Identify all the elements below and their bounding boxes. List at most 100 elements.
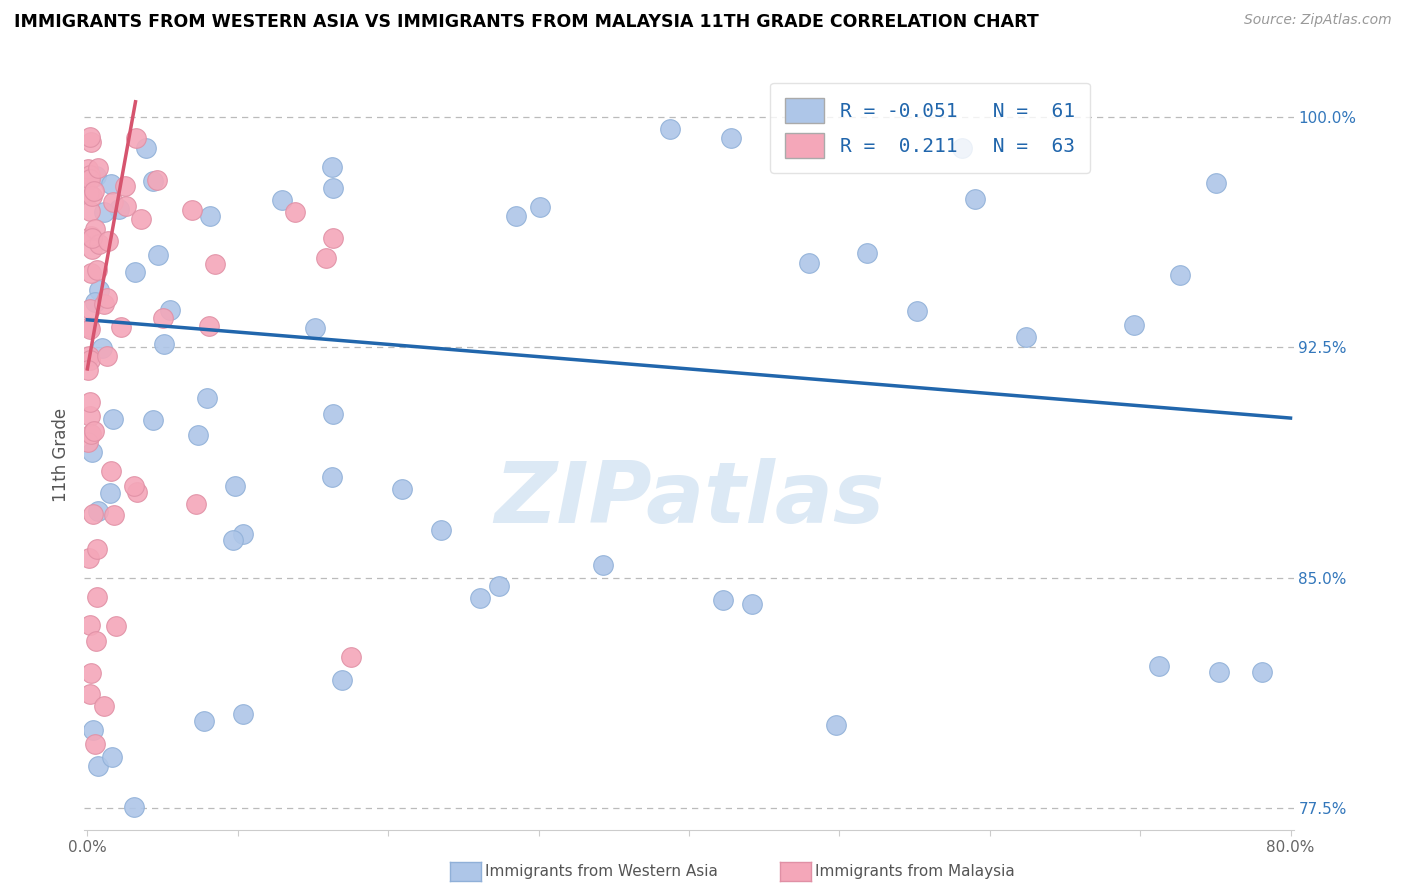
Point — [80, 266, 103, 280]
Point — [224, 479, 246, 493]
Point — [79, 301, 101, 316]
Point — [80, 189, 103, 203]
Point — [77, 162, 100, 177]
Point — [79, 687, 101, 701]
Point — [80, 243, 103, 257]
Point — [195, 392, 218, 406]
Point — [799, 256, 821, 270]
Point — [103, 194, 125, 209]
Point — [659, 121, 682, 136]
Point — [87, 759, 110, 773]
Text: Immigrants from Malaysia: Immigrants from Malaysia — [815, 864, 1015, 879]
Point — [93, 205, 115, 219]
Point — [965, 192, 987, 206]
Point — [114, 199, 136, 213]
Point — [322, 231, 344, 245]
Point — [82, 723, 104, 738]
Point — [855, 246, 877, 260]
Point — [391, 482, 413, 496]
Point — [93, 699, 115, 714]
Legend: R = -0.051   N =  61, R =  0.211   N =  63: R = -0.051 N = 61, R = 0.211 N = 63 — [769, 82, 1090, 173]
Point — [142, 413, 165, 427]
Point — [98, 486, 121, 500]
Point — [114, 179, 136, 194]
Point — [304, 320, 326, 334]
Point — [79, 130, 101, 145]
Point — [77, 434, 100, 449]
Point — [200, 209, 222, 223]
Point — [124, 479, 146, 493]
Point — [91, 342, 114, 356]
Point — [470, 591, 492, 606]
Point — [159, 302, 181, 317]
Point — [87, 161, 110, 175]
Point — [97, 234, 120, 248]
Point — [284, 205, 307, 219]
Point — [100, 464, 122, 478]
Point — [110, 320, 132, 334]
Text: IMMIGRANTS FROM WESTERN ASIA VS IMMIGRANTS FROM MALAYSIA 11TH GRADE CORRELATION : IMMIGRANTS FROM WESTERN ASIA VS IMMIGRAN… — [14, 13, 1039, 31]
Point — [232, 527, 254, 541]
Point — [124, 265, 146, 279]
Point — [529, 200, 551, 214]
Point — [711, 593, 734, 607]
Point — [825, 718, 848, 732]
Point — [204, 257, 226, 271]
Point — [720, 131, 742, 145]
Point — [1208, 665, 1230, 680]
Point — [86, 541, 108, 556]
Point — [79, 204, 101, 219]
Point — [86, 169, 108, 184]
Point — [1015, 330, 1038, 344]
Point — [322, 181, 344, 195]
Point — [146, 173, 169, 187]
Point — [79, 394, 101, 409]
Point — [83, 737, 105, 751]
Point — [1205, 176, 1227, 190]
Point — [83, 184, 105, 198]
Point — [79, 409, 101, 423]
Point — [83, 294, 105, 309]
Point — [270, 193, 292, 207]
Point — [321, 160, 343, 174]
Point — [488, 579, 510, 593]
Point — [86, 263, 108, 277]
Point — [89, 237, 111, 252]
Point — [79, 186, 101, 200]
Point — [100, 177, 122, 191]
Point — [322, 407, 344, 421]
Point — [125, 485, 148, 500]
Point — [80, 665, 103, 680]
Point — [77, 362, 100, 376]
Point — [77, 350, 100, 364]
Point — [187, 428, 209, 442]
Point — [198, 318, 221, 333]
Point — [105, 619, 128, 633]
Point — [83, 424, 105, 438]
Point — [93, 297, 115, 311]
Point — [122, 800, 145, 814]
Point — [80, 445, 103, 459]
Point — [96, 292, 118, 306]
Point — [79, 353, 101, 368]
Point — [152, 310, 174, 325]
Point — [153, 336, 176, 351]
Point — [86, 591, 108, 605]
Point — [905, 304, 928, 318]
Point — [101, 750, 124, 764]
Point — [108, 202, 131, 216]
Point — [330, 673, 353, 687]
Point — [193, 714, 215, 728]
Text: ZIPatlas: ZIPatlas — [494, 458, 884, 541]
Point — [77, 550, 100, 565]
Point — [741, 598, 763, 612]
Point — [1122, 318, 1144, 332]
Point — [184, 497, 207, 511]
Point — [592, 558, 614, 573]
Point — [181, 202, 204, 217]
Point — [315, 251, 337, 265]
Text: Immigrants from Western Asia: Immigrants from Western Asia — [485, 864, 718, 879]
Point — [79, 169, 101, 183]
Point — [82, 231, 104, 245]
Point — [80, 229, 103, 244]
